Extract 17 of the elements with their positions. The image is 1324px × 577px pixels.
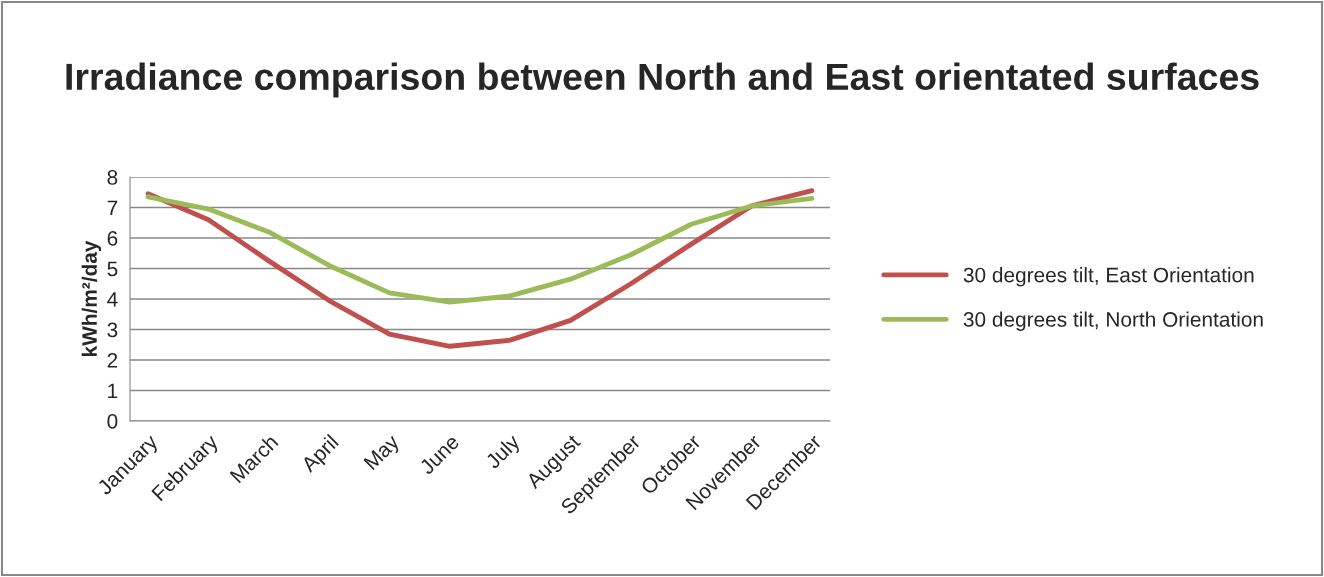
y-tick-label: 8 [107, 170, 118, 185]
y-tick-label: 2 [107, 353, 118, 368]
line-series [145, 188, 815, 349]
y-tick-label: 7 [107, 200, 118, 216]
chart-title: Irradiance comparison between North and East orientated surfaces [66, 62, 1259, 98]
y-tick-label: 5 [107, 261, 118, 277]
y-tick-label: 4 [107, 292, 118, 307]
y-tick-label: 0 [107, 414, 118, 429]
legend-label: 30 degrees tilt, North Orientation [963, 311, 1263, 331]
y-tick-label: 3 [107, 322, 118, 338]
y-tick-label: 6 [107, 231, 118, 246]
y-axis-title: kWh/m²/day [81, 240, 102, 356]
x-tick-label: July [484, 432, 524, 473]
line-series [145, 194, 815, 305]
legend-label: 30 degrees tilt, East Orientation [963, 267, 1254, 287]
y-tick-label: 1 [108, 383, 118, 399]
x-tick-label: May [363, 433, 404, 474]
